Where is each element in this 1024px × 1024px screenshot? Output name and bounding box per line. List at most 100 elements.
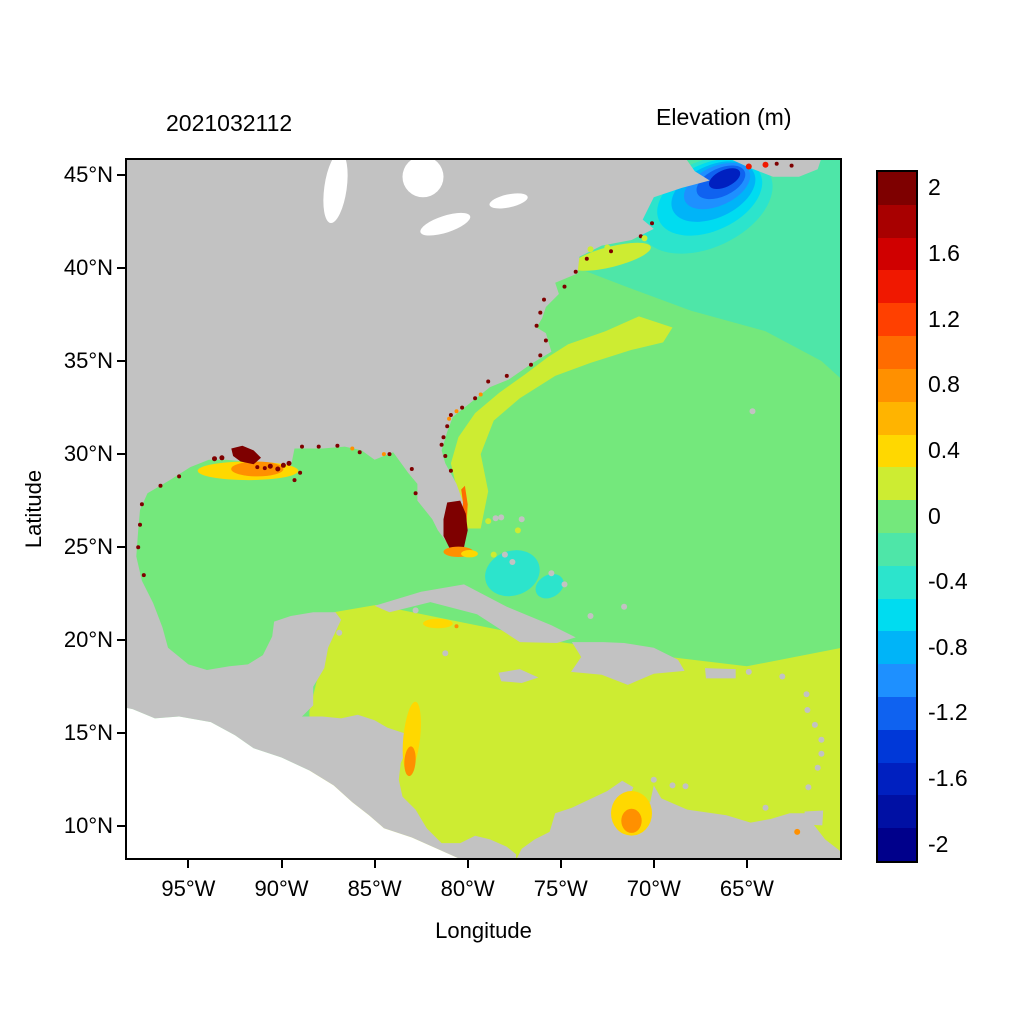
colorbar-tick-label: 1.6: [928, 240, 960, 267]
north-atlantic-teal: [577, 160, 840, 378]
x-tick-label: 70°W: [626, 876, 681, 901]
cuba-south-orange-dot: [454, 624, 459, 629]
exuma-teal-patch: [535, 573, 564, 599]
coastal-maroon-specks: [409, 467, 414, 471]
y-tick-label: 30°N: [63, 441, 113, 467]
coastal-maroon-specks: [443, 454, 448, 458]
small-islands: [818, 736, 825, 743]
fundy-maroon-specks: [789, 163, 794, 168]
coastal-maroon-specks: [177, 474, 182, 479]
timestamp-title: 2021032112: [166, 110, 293, 136]
colorbar-segment: [878, 795, 916, 829]
cuba-land: [374, 584, 576, 643]
coastal-maroon-specks: [504, 373, 509, 378]
x-tick-mark: [187, 860, 190, 868]
bahamas-yellowgreen-dots: [485, 518, 492, 525]
colorbar-segment: [878, 631, 916, 665]
y-tick-mark: [117, 639, 125, 642]
small-islands: [561, 581, 568, 588]
hispaniola-land: [571, 642, 685, 685]
fundy-red-specks: [745, 163, 752, 170]
great-lakes: [323, 160, 348, 223]
colorbar-tick-label: 0.4: [928, 436, 960, 463]
louisiana-maroon-specks: [267, 463, 273, 469]
x-tick-mark: [745, 860, 748, 868]
small-islands: [749, 408, 756, 415]
louisiana-maroon-blob: [231, 445, 261, 465]
small-islands: [814, 764, 821, 771]
coastal-maroon-specks: [538, 310, 543, 315]
small-islands: [803, 691, 810, 698]
trinidad-land: [804, 810, 824, 826]
small-islands: [762, 804, 769, 811]
colorbar-tick-label: -2: [928, 830, 949, 857]
colorbar-tick-label: 0: [928, 502, 941, 529]
puerto-rico-land: [705, 668, 736, 679]
florida-keys-yellow: [461, 550, 478, 558]
great-lakes: [489, 193, 528, 209]
fundy-maroon-specks: [774, 161, 779, 166]
colorbar-segment: [878, 172, 916, 205]
midatlantic-bight-band: [571, 242, 651, 271]
colorbar-tick-label: -0.4: [928, 568, 968, 595]
y-tick-label: 10°N: [63, 813, 113, 839]
colorbar-segment: [878, 664, 916, 697]
great-lakes: [402, 160, 444, 198]
venezuela-orange-blob: [621, 808, 642, 833]
newengland-yellowgreen-dots: [604, 244, 611, 251]
jamaica-land: [498, 669, 539, 683]
newengland-yellowgreen-dots: [641, 235, 648, 242]
coastal-maroon-specks: [262, 466, 267, 471]
bahamas-yellowgreen-dots: [490, 551, 497, 558]
y-tick-mark: [117, 453, 125, 456]
coastal-maroon-specks: [387, 452, 392, 457]
map-plot-area: [125, 158, 842, 860]
fundy-red-specks: [762, 161, 769, 168]
coastal-maroon-specks: [650, 221, 654, 226]
small-islands: [501, 551, 508, 558]
louisiana-maroon-specks: [212, 456, 217, 462]
small-islands: [442, 650, 449, 657]
coastal-maroon-specks: [534, 323, 539, 328]
small-islands: [412, 607, 419, 614]
bay-of-fundy-core: [708, 168, 741, 190]
colorbar-segment: [878, 565, 916, 599]
coastal-maroon-specks: [445, 424, 450, 429]
small-islands: [811, 721, 818, 728]
coastal-maroon-specks: [529, 362, 533, 367]
coastal-orange-specks: [447, 416, 452, 421]
x-tick-mark: [559, 860, 562, 868]
coastal-maroon-specks: [439, 442, 444, 447]
cuba-south-yellow: [423, 618, 453, 629]
colorbar-tick-label: -1.6: [928, 764, 968, 791]
coastal-orange-specks: [478, 392, 483, 397]
north-america-land: [127, 160, 710, 858]
x-tick-mark: [373, 860, 376, 868]
coastal-maroon-specks: [562, 284, 567, 289]
coastal-maroon-specks: [298, 470, 303, 475]
coastal-maroon-specks: [139, 502, 144, 507]
colorbar-segment: [878, 270, 916, 304]
coastal-maroon-specks: [300, 444, 304, 449]
colorbar-tick-label: 2: [928, 174, 941, 201]
small-islands: [587, 613, 594, 619]
louisiana-maroon-specks: [286, 460, 292, 466]
x-tick-mark: [466, 860, 469, 868]
bahamas-yellowgreen-dots: [514, 527, 521, 534]
elevation-map: [127, 160, 840, 858]
y-tick-mark: [117, 266, 125, 269]
bahamas-teal-patch: [485, 550, 540, 597]
small-islands: [621, 603, 628, 610]
colorbar-segment: [878, 303, 916, 337]
small-islands: [548, 570, 555, 577]
small-islands: [745, 668, 752, 675]
pacific-ocean-mask: [127, 707, 458, 858]
coastal-maroon-specks: [255, 465, 260, 470]
colorbar-segment: [878, 434, 916, 468]
coastal-maroon-specks: [316, 444, 321, 449]
y-tick-label: 25°N: [63, 534, 113, 560]
coastal-maroon-specks: [486, 379, 491, 384]
south-florida-maroon-blob: [443, 500, 468, 551]
coastal-orange-specks: [381, 452, 386, 457]
x-tick-mark: [280, 860, 283, 868]
